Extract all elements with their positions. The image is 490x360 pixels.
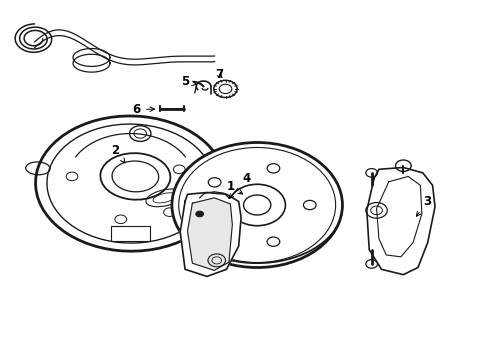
- Polygon shape: [367, 167, 435, 275]
- Circle shape: [172, 143, 343, 267]
- Polygon shape: [188, 198, 232, 270]
- Polygon shape: [180, 193, 241, 276]
- Bar: [111, 226, 150, 241]
- Text: 2: 2: [111, 144, 125, 163]
- Circle shape: [196, 211, 203, 217]
- Text: 5: 5: [181, 75, 196, 88]
- Text: 1: 1: [226, 180, 243, 194]
- Text: 3: 3: [416, 195, 432, 216]
- Text: 6: 6: [133, 103, 154, 116]
- Polygon shape: [376, 176, 422, 257]
- Text: 4: 4: [229, 172, 251, 198]
- Ellipse shape: [35, 114, 225, 253]
- Text: 7: 7: [215, 68, 223, 81]
